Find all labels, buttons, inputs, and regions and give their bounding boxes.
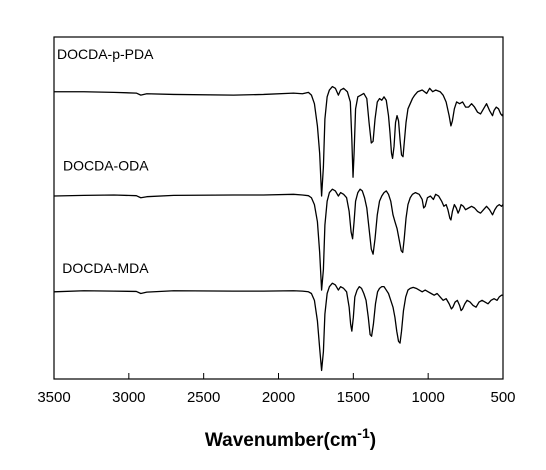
spectra-lines [53, 85, 504, 372]
series-line-1 [54, 85, 504, 197]
x-axis-label-main: Wavenumber(cm [205, 430, 357, 451]
series-label-1: DOCDA-p-PDA [57, 46, 154, 62]
x-axis-tick-labels: 3500 3000 2500 2000 1500 1000 500 [37, 389, 515, 406]
x-axis-ticks [53, 373, 504, 379]
x-axis-label-close: ) [370, 430, 376, 451]
series-label-2: DOCDA-ODA [63, 157, 149, 173]
series-line-3 [53, 282, 503, 372]
x-tick-label: 2500 [187, 389, 220, 406]
series-line-2 [53, 188, 504, 291]
x-axis-label: Wavenumber(cm-1) [205, 425, 376, 451]
x-tick-label: 3500 [37, 389, 70, 406]
x-tick-label: 1500 [337, 389, 370, 406]
x-tick-label: 3000 [112, 389, 145, 406]
x-tick-label: 500 [490, 389, 515, 406]
x-tick-label: 1000 [411, 389, 444, 406]
series-labels: DOCDA-p-PDA DOCDA-ODA DOCDA-MDA [57, 46, 154, 276]
x-tick-label: 2000 [262, 389, 295, 406]
series-label-3: DOCDA-MDA [62, 260, 149, 276]
plot-area-frame [53, 36, 504, 380]
x-axis-label-superscript: -1 [357, 425, 370, 441]
